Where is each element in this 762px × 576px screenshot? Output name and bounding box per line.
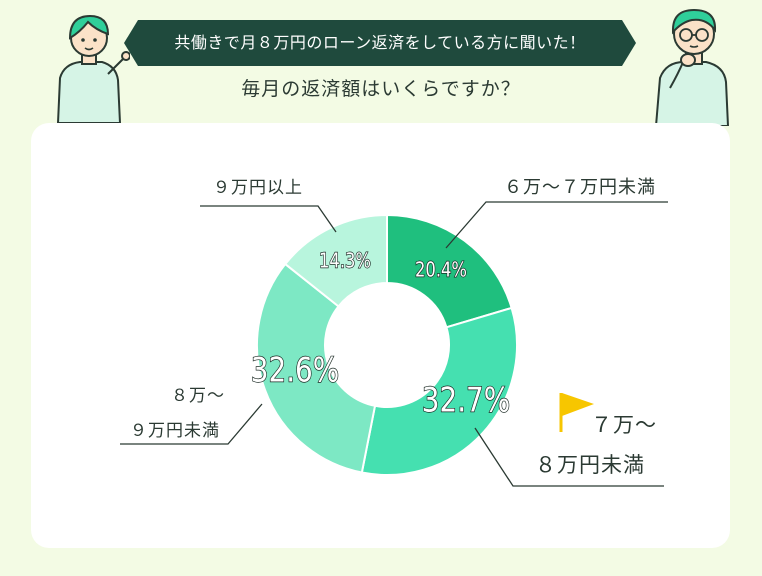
- man-thinking-icon: [654, 8, 730, 126]
- category-label: ９万円以上: [213, 178, 303, 198]
- banner-shape: [124, 20, 636, 66]
- chart-card: [31, 123, 730, 548]
- category-label: ６万〜７万円未満: [504, 177, 656, 198]
- flag-icon: [562, 393, 594, 416]
- data-label: 32.7%: [422, 381, 510, 421]
- data-label: 20.4%: [415, 258, 467, 282]
- leader-line: [200, 205, 337, 233]
- donut-slice: [283, 213, 388, 308]
- category-label: ８万〜: [171, 386, 225, 406]
- leader-line: [474, 427, 664, 487]
- category-label: ８万円未満: [535, 453, 645, 477]
- leader-line: [445, 201, 668, 249]
- category-label: ７万〜: [591, 413, 657, 437]
- title-banner: 共働きで月８万円のローン返済をしている方に聞いた！: [124, 20, 636, 66]
- woman-pointing-icon: [56, 14, 130, 123]
- data-label: 14.3%: [319, 249, 371, 273]
- question-subtitle: 毎月の返済額はいくらですか？: [241, 78, 521, 100]
- donut-slice: [256, 262, 377, 474]
- leader-line: [120, 403, 263, 445]
- data-label: 32.6%: [251, 351, 339, 391]
- donut-slice: [386, 213, 513, 329]
- category-label: ９万円未満: [130, 421, 220, 441]
- banner-title: 共働きで月８万円のローン返済をしている方に聞いた！: [174, 33, 586, 52]
